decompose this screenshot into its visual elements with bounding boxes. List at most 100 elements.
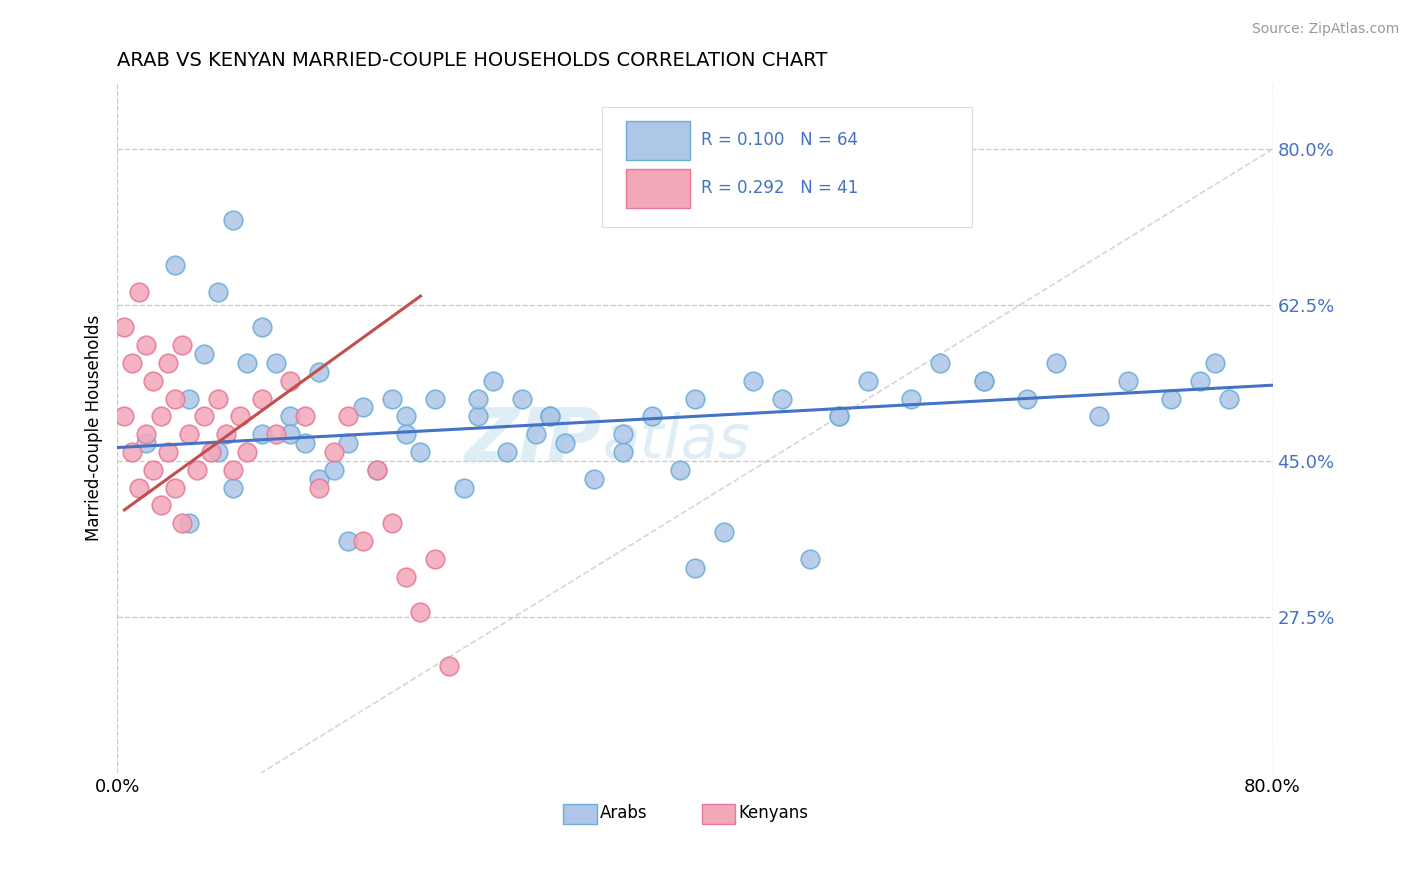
Point <box>381 516 404 531</box>
Point <box>640 409 662 424</box>
Point <box>612 427 634 442</box>
Point <box>1015 392 1038 406</box>
Point <box>163 481 186 495</box>
Point <box>207 285 229 299</box>
Point <box>193 347 215 361</box>
Point <box>683 561 706 575</box>
Point <box>135 436 157 450</box>
Point <box>554 436 576 450</box>
Point <box>538 409 561 424</box>
Point <box>381 392 404 406</box>
Point <box>395 570 418 584</box>
Point <box>308 365 330 379</box>
Point <box>337 534 360 549</box>
Point <box>179 427 201 442</box>
Text: ZIP: ZIP <box>465 405 602 478</box>
Point <box>222 481 245 495</box>
Point <box>481 374 503 388</box>
Point <box>1204 356 1226 370</box>
Text: ARAB VS KENYAN MARRIED-COUPLE HOUSEHOLDS CORRELATION CHART: ARAB VS KENYAN MARRIED-COUPLE HOUSEHOLDS… <box>117 51 828 70</box>
Point <box>264 356 287 370</box>
Point <box>163 392 186 406</box>
Point <box>1116 374 1139 388</box>
Point <box>322 463 344 477</box>
Point <box>423 552 446 566</box>
Point <box>524 427 547 442</box>
FancyBboxPatch shape <box>564 804 596 823</box>
Point <box>856 374 879 388</box>
Point <box>156 356 179 370</box>
Point <box>280 409 302 424</box>
Point <box>149 409 172 424</box>
Point <box>467 392 489 406</box>
Point <box>395 427 418 442</box>
Point <box>229 409 252 424</box>
Point <box>900 392 922 406</box>
Point <box>186 463 208 477</box>
Point <box>496 445 519 459</box>
Text: R = 0.100   N = 64: R = 0.100 N = 64 <box>700 130 858 149</box>
Point <box>207 392 229 406</box>
FancyBboxPatch shape <box>602 106 972 227</box>
Point <box>128 285 150 299</box>
Point <box>112 409 135 424</box>
Point <box>308 472 330 486</box>
Point <box>200 445 222 459</box>
Point <box>352 534 374 549</box>
Point <box>713 525 735 540</box>
Point <box>179 516 201 531</box>
Point <box>322 445 344 459</box>
Point <box>142 374 165 388</box>
Point <box>828 409 851 424</box>
Point <box>1088 409 1111 424</box>
Point <box>683 392 706 406</box>
Point <box>510 392 533 406</box>
Point <box>135 427 157 442</box>
Point <box>250 427 273 442</box>
FancyBboxPatch shape <box>626 121 690 160</box>
Point <box>538 409 561 424</box>
Point <box>236 356 259 370</box>
Point <box>222 463 245 477</box>
Text: Arabs: Arabs <box>600 804 648 822</box>
Point <box>409 445 432 459</box>
Point <box>973 374 995 388</box>
Point <box>135 338 157 352</box>
Point <box>467 409 489 424</box>
Text: R = 0.292   N = 41: R = 0.292 N = 41 <box>700 179 858 197</box>
Point <box>280 374 302 388</box>
Point <box>770 392 793 406</box>
Point <box>366 463 388 477</box>
Text: atlas: atlas <box>602 412 751 471</box>
Point <box>193 409 215 424</box>
Point <box>294 436 316 450</box>
Point <box>741 374 763 388</box>
Point <box>973 374 995 388</box>
Point <box>172 516 194 531</box>
Point <box>1218 392 1240 406</box>
Point <box>409 605 432 619</box>
Point <box>669 463 692 477</box>
Point <box>121 445 143 459</box>
Point <box>280 427 302 442</box>
Point <box>222 213 245 227</box>
Point <box>612 445 634 459</box>
FancyBboxPatch shape <box>626 169 690 208</box>
Text: Source: ZipAtlas.com: Source: ZipAtlas.com <box>1251 22 1399 37</box>
Point <box>929 356 952 370</box>
Point <box>423 392 446 406</box>
Point <box>799 552 821 566</box>
FancyBboxPatch shape <box>702 804 735 823</box>
Point <box>179 392 201 406</box>
Point <box>308 481 330 495</box>
Point <box>294 409 316 424</box>
Point <box>156 445 179 459</box>
Point <box>142 463 165 477</box>
Point <box>236 445 259 459</box>
Point <box>1045 356 1067 370</box>
Point <box>163 258 186 272</box>
Point <box>828 409 851 424</box>
Point <box>1160 392 1182 406</box>
Text: Kenyans: Kenyans <box>738 804 808 822</box>
Point <box>207 445 229 459</box>
